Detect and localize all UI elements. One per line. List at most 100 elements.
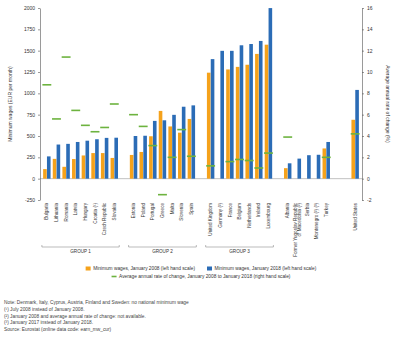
legend-label: Average annual rate of change, January 2… [119,274,291,279]
category-label: United States [353,202,358,230]
dash-marker [158,194,167,196]
tick-label: 0 [32,176,35,182]
label-line: of Macedonia (²) [297,203,302,237]
note: (²) January 2008 and average annual rate… [4,314,146,319]
tick-label: 16 [367,5,373,11]
category-label: Albania [285,203,290,219]
tick-label: 8 [367,90,370,96]
category-label: Montenegro (²) (³) [314,203,319,240]
dash-marker [71,110,80,112]
label-line: Ireland [256,203,261,217]
tick-label: 6 [367,112,370,118]
tick: Estonia [131,203,136,219]
dash-marker [139,126,148,128]
legend-label: Minimum wages, January 2018 (left hand s… [215,266,317,271]
legend-label: Minimum wages, January 2008 (left hand s… [93,266,195,271]
tick: Netherlands [247,202,252,227]
label-line: Hungary [83,202,88,220]
x-axis: BulgariaLithuaniaRomaniaLatviaHungaryCro… [44,202,357,256]
bar-series [47,8,359,179]
tick-mark [362,51,364,52]
tick: Turkey [324,202,329,217]
bar [66,144,70,179]
label-line: Romania [64,203,69,222]
dash-marker [110,103,119,105]
bar [62,167,66,179]
label-line: Slovenia [179,203,184,221]
tick: 2 [362,154,370,160]
tick-mark [38,93,40,94]
bar [47,156,51,178]
notes: Note: Denmark, Italy, Cyprus, Austria, F… [4,300,189,332]
tick: 0 [362,176,370,182]
bar [211,59,215,179]
tick-label: 1000 [24,90,35,96]
bar [101,153,105,179]
dash-marker [206,165,215,167]
legend-swatch [86,267,91,271]
tick-mark [38,72,40,73]
bar [297,159,301,179]
group-bracket [129,245,197,247]
category-label: Bulgaria [44,203,49,220]
tick-mark [38,157,40,158]
label-line: Germany (²) [218,203,223,228]
bar [130,155,134,179]
tick-mark [362,179,364,180]
bar-series [43,45,355,179]
group-label: GROUP 2 [152,249,173,254]
tick-mark [38,136,40,137]
tick: 2000 [24,5,40,11]
note: Source: Eurostat (online data code: earn… [4,327,112,332]
tick: Czech Republic [102,202,107,235]
tick-label: 500 [27,133,36,139]
chart: -250025050075010001250150017502000-20246… [0,0,400,361]
dash-marker [148,145,157,147]
tick-mark [362,29,364,30]
category-label: France [228,203,233,218]
tick: 0 [32,176,40,182]
tick: Spain [189,203,194,215]
legend: Minimum wages, January 2008 (left hand s… [86,266,317,279]
tick-label: 1750 [24,26,35,32]
category-label: Ireland [256,203,261,217]
dash-marker [225,161,234,163]
bar [159,111,163,179]
tick: Portugal [150,203,155,220]
tick: Poland [141,203,146,218]
dash-marker [42,84,51,86]
bar [114,138,118,179]
category-label: Hungary [83,202,88,220]
category-label: Romania [64,203,69,222]
tick-label: 750 [27,112,36,118]
legend-swatch [112,276,117,278]
tick: Bulgaria [44,203,49,220]
category-label: Croatia (¹) [93,203,98,224]
dash-marker [62,56,71,58]
tick: 16 [362,5,373,11]
category-label: Netherlands [247,202,252,227]
label-line: Bulgaria [44,203,49,220]
group-annotations: GROUP 1GROUP 2GROUP 3 [42,245,274,254]
dash-marker [168,157,177,159]
tick-label: 0 [367,176,370,182]
tick: 6 [362,112,370,118]
category-label: Latvia [73,203,78,216]
tick: 250 [27,154,40,160]
tick-mark [362,200,364,201]
tick: Ireland [256,203,261,217]
bar [191,105,195,178]
dash-marker [129,114,138,116]
bar [265,45,269,179]
tick-label: 1250 [24,69,35,75]
bar [95,139,99,178]
axis-line [40,9,41,201]
dash-marker [254,167,263,169]
bar [317,155,321,179]
dash-series [42,57,359,195]
label-line: Serbia [305,203,310,217]
tick: Luxembourg [266,203,271,229]
bar [245,65,249,179]
bar [82,155,86,178]
note: (³) January 2017 instead of January 2018… [4,320,93,325]
